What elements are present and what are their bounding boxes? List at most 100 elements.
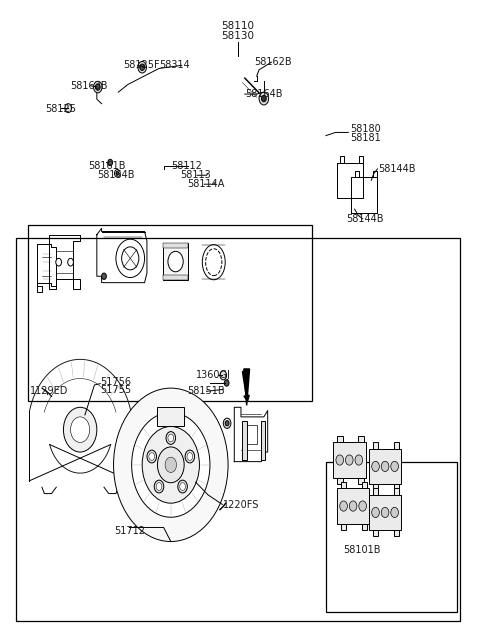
Bar xyxy=(242,421,247,460)
Text: 58144B: 58144B xyxy=(378,164,416,174)
Circle shape xyxy=(154,480,164,493)
Text: 51712: 51712 xyxy=(114,526,145,535)
Circle shape xyxy=(346,455,353,465)
Bar xyxy=(394,442,399,449)
Circle shape xyxy=(372,507,379,517)
Text: 58151B: 58151B xyxy=(188,386,225,396)
Circle shape xyxy=(349,501,357,511)
Text: 58164B: 58164B xyxy=(97,170,134,180)
Circle shape xyxy=(262,96,266,101)
Bar xyxy=(372,442,378,449)
Bar xyxy=(358,436,364,442)
Bar xyxy=(341,482,347,489)
Bar xyxy=(28,225,312,401)
Text: 58125F: 58125F xyxy=(123,60,160,71)
Circle shape xyxy=(142,426,199,503)
Bar xyxy=(157,407,184,426)
Circle shape xyxy=(381,507,389,517)
Circle shape xyxy=(187,453,193,460)
Circle shape xyxy=(336,455,344,465)
Bar xyxy=(394,489,399,495)
Text: 1360GJ: 1360GJ xyxy=(196,370,230,380)
Text: 51756: 51756 xyxy=(101,377,132,386)
Circle shape xyxy=(166,431,176,444)
Text: 58180: 58180 xyxy=(350,125,381,134)
Text: 58125: 58125 xyxy=(45,104,76,114)
Circle shape xyxy=(259,92,269,105)
Circle shape xyxy=(94,82,102,93)
Circle shape xyxy=(355,455,363,465)
Circle shape xyxy=(132,412,210,517)
Circle shape xyxy=(180,483,185,490)
Text: 51755: 51755 xyxy=(101,385,132,395)
Bar xyxy=(372,530,378,537)
Bar xyxy=(163,243,188,248)
Polygon shape xyxy=(244,369,250,405)
Text: 58114A: 58114A xyxy=(188,179,225,189)
Text: 58162B: 58162B xyxy=(254,57,292,67)
Text: 1129ED: 1129ED xyxy=(30,386,68,396)
Circle shape xyxy=(96,84,100,91)
Circle shape xyxy=(68,258,73,266)
Circle shape xyxy=(220,371,227,380)
Circle shape xyxy=(65,103,72,112)
Circle shape xyxy=(224,380,229,386)
Circle shape xyxy=(140,64,144,71)
Text: 58161B: 58161B xyxy=(88,161,126,171)
Circle shape xyxy=(381,462,389,471)
Circle shape xyxy=(372,462,379,471)
Bar xyxy=(337,478,343,484)
Bar xyxy=(16,238,459,621)
Circle shape xyxy=(102,273,107,279)
Bar xyxy=(341,524,347,530)
Text: 58314: 58314 xyxy=(159,60,190,71)
Circle shape xyxy=(63,407,97,452)
Bar xyxy=(245,424,257,444)
Bar xyxy=(372,484,378,490)
Circle shape xyxy=(116,171,119,175)
Text: 58144B: 58144B xyxy=(347,214,384,223)
Bar xyxy=(261,421,265,460)
Circle shape xyxy=(147,450,156,463)
Bar xyxy=(369,495,401,530)
Circle shape xyxy=(71,417,90,442)
Text: 58112: 58112 xyxy=(171,161,202,171)
Circle shape xyxy=(56,258,61,266)
Circle shape xyxy=(391,462,398,471)
Circle shape xyxy=(108,159,113,166)
Bar xyxy=(326,462,457,612)
Circle shape xyxy=(178,480,187,493)
Bar xyxy=(358,478,364,484)
Text: 58163B: 58163B xyxy=(71,81,108,91)
Circle shape xyxy=(157,447,184,483)
Circle shape xyxy=(156,483,162,490)
Bar xyxy=(337,489,369,524)
Bar xyxy=(333,442,365,478)
Circle shape xyxy=(168,251,183,272)
Circle shape xyxy=(114,388,228,542)
Bar xyxy=(372,489,378,495)
Bar xyxy=(369,449,401,484)
Bar xyxy=(394,484,399,490)
Circle shape xyxy=(138,62,146,73)
Text: 58130: 58130 xyxy=(221,31,254,41)
Circle shape xyxy=(223,418,231,428)
Circle shape xyxy=(168,434,174,442)
Text: 58110: 58110 xyxy=(221,21,254,31)
Circle shape xyxy=(149,453,155,460)
Circle shape xyxy=(340,501,348,511)
Circle shape xyxy=(225,421,229,426)
Bar xyxy=(362,524,367,530)
Bar xyxy=(163,243,188,280)
Text: 58181: 58181 xyxy=(350,132,381,143)
Text: 1220FS: 1220FS xyxy=(223,500,260,510)
Circle shape xyxy=(359,501,366,511)
Bar xyxy=(362,482,367,489)
Bar xyxy=(163,275,188,280)
Circle shape xyxy=(391,507,398,517)
Circle shape xyxy=(115,169,120,177)
Bar xyxy=(394,530,399,537)
Text: 58101B: 58101B xyxy=(343,545,381,555)
Circle shape xyxy=(185,450,194,463)
Circle shape xyxy=(165,457,177,473)
